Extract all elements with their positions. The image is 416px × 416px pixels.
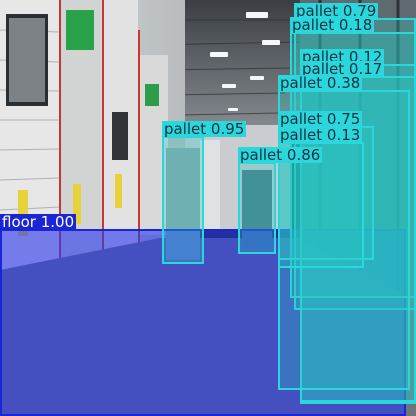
floor-detection-label: floor 1.00 [0,213,77,231]
pallet-detection-label: pallet 0.18 [290,16,375,34]
pallet-detection-label: pallet 0.95 [162,120,247,138]
pallet-detection-box: pallet 0.86 [238,147,323,254]
pallet-detection-label: pallet 0.79 [294,2,379,20]
pallet-detection-label: pallet 0.75 [278,110,363,128]
pallet-detection-box: pallet 0.13 [278,127,364,268]
pallet-detection-box: pallet 0.95 [162,121,247,264]
pallet-detection-label: pallet 0.13 [278,126,363,144]
pallet-detection-label: pallet 0.38 [278,74,363,92]
pallet-detection-label: pallet 0.17 [300,60,385,78]
pallet-detection-label: pallet 0.86 [238,146,323,164]
